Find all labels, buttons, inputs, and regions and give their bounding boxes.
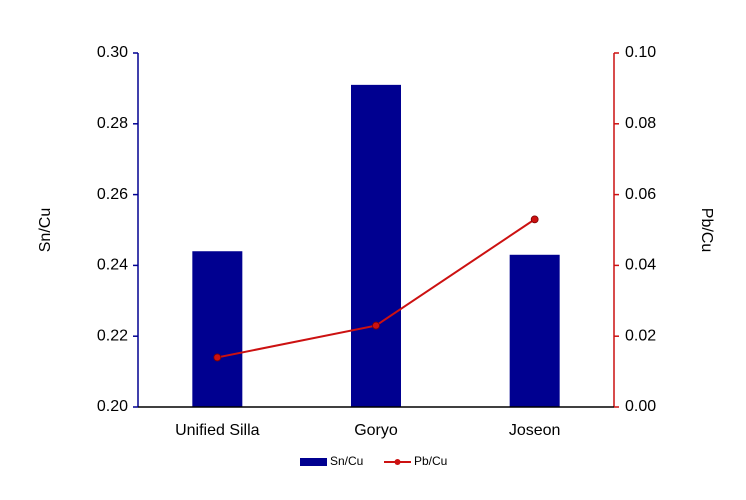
bar	[509, 254, 560, 407]
legend-marker	[394, 459, 401, 465]
y-tick-label: 0.30	[97, 44, 128, 61]
line-marker	[372, 321, 380, 330]
x-tick-label: Unified Silla	[175, 422, 260, 439]
y-tick-label: 0.24	[97, 257, 128, 274]
y-axis-title: Sn/Cu	[37, 208, 54, 252]
x-tick-label: Joseon	[509, 422, 561, 439]
legend-label: Pb/Cu	[414, 454, 447, 468]
y-tick-label: 0.28	[97, 115, 128, 132]
legend-swatch	[300, 458, 327, 466]
line-marker	[530, 215, 539, 224]
y2-tick-label: 0.02	[625, 327, 656, 344]
y2-axis-title: Pb/Cu	[698, 208, 715, 252]
legend-label: Sn/Cu	[330, 454, 363, 468]
y2-tick-label: 0.00	[625, 398, 656, 415]
bar	[192, 251, 243, 407]
bar	[351, 84, 401, 408]
y-tick-label: 0.20	[97, 398, 128, 415]
y2-tick-label: 0.04	[625, 257, 656, 274]
line-marker	[213, 353, 222, 362]
y2-tick-label: 0.10	[625, 44, 656, 61]
x-tick-label: Goryo	[354, 422, 398, 439]
y-tick-label: 0.22	[97, 327, 128, 344]
y2-tick-label: 0.08	[625, 115, 656, 132]
y-tick-label: 0.26	[97, 186, 128, 203]
y2-tick-label: 0.06	[625, 186, 656, 203]
